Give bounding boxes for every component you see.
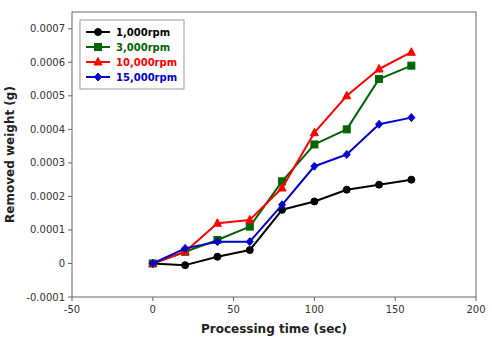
series bbox=[149, 48, 416, 267]
x-tick bbox=[476, 297, 477, 301]
point bbox=[149, 260, 156, 267]
point bbox=[182, 244, 189, 252]
x-axis-label: Processing time (sec) bbox=[201, 322, 347, 336]
x-tick-label: 100 bbox=[305, 304, 324, 315]
legend-marker bbox=[95, 29, 102, 36]
y-tick-label: 0.0003 bbox=[30, 157, 65, 168]
point bbox=[408, 176, 415, 183]
legend-marker bbox=[95, 73, 102, 81]
point bbox=[408, 114, 415, 122]
point bbox=[214, 253, 221, 260]
y-tick bbox=[68, 95, 72, 96]
y-tick bbox=[68, 28, 72, 29]
y-tick-label: 0.0006 bbox=[30, 57, 65, 68]
x-tick-label: 0 bbox=[150, 304, 156, 315]
x-tick-label: 150 bbox=[386, 304, 405, 315]
point bbox=[246, 215, 254, 223]
point bbox=[376, 76, 383, 83]
x-tick bbox=[395, 297, 396, 301]
y-axis-label: Removed weight (g) bbox=[3, 86, 17, 223]
point bbox=[149, 259, 156, 267]
x-tick-label: 200 bbox=[466, 304, 485, 315]
y-tick bbox=[68, 162, 72, 163]
series-line bbox=[153, 118, 412, 264]
point bbox=[246, 223, 253, 230]
series-group bbox=[149, 48, 416, 269]
y-tick bbox=[68, 196, 72, 197]
x-tick bbox=[152, 297, 153, 301]
point bbox=[182, 262, 189, 269]
series-line bbox=[153, 52, 412, 263]
background bbox=[0, 0, 492, 343]
y-tick-label: 0.0002 bbox=[30, 191, 65, 202]
y-tick-label: 0.0007 bbox=[30, 23, 65, 34]
y-tick bbox=[68, 229, 72, 230]
chart: -50 0 50 100 150 200 -0.0001 0 0.0001 0.0002 0.000… bbox=[0, 0, 492, 343]
legend-label: 1,000rpm bbox=[116, 27, 170, 38]
y-tick-label: 0.0004 bbox=[30, 124, 65, 135]
point bbox=[343, 151, 350, 159]
point bbox=[311, 198, 318, 205]
series-line bbox=[153, 180, 412, 266]
point bbox=[310, 128, 318, 136]
legend-box bbox=[80, 20, 184, 89]
legend-label: 3,000rpm bbox=[116, 42, 170, 53]
y-tick bbox=[68, 129, 72, 130]
point bbox=[213, 219, 221, 227]
series bbox=[149, 62, 415, 267]
point bbox=[214, 238, 221, 246]
point bbox=[311, 162, 318, 170]
point bbox=[149, 259, 157, 267]
point bbox=[278, 184, 286, 192]
point bbox=[149, 260, 156, 267]
series bbox=[149, 176, 415, 269]
point bbox=[376, 120, 383, 128]
x-tick bbox=[314, 297, 315, 301]
point bbox=[343, 186, 350, 193]
plot-frame bbox=[72, 12, 476, 297]
y-tick-label: 0.0001 bbox=[30, 224, 65, 235]
point bbox=[343, 126, 350, 133]
y-tick-label: 0 bbox=[59, 258, 65, 269]
y-tick bbox=[68, 62, 72, 63]
point bbox=[375, 65, 383, 73]
legend: 1,000rpm 3,000rpm 10,000rpm 15,000rpm bbox=[80, 20, 184, 89]
legend-marker bbox=[94, 58, 102, 66]
point bbox=[246, 238, 253, 246]
point bbox=[407, 48, 415, 56]
y-tick-label: -0.0001 bbox=[26, 292, 65, 303]
point bbox=[246, 247, 253, 254]
series bbox=[149, 114, 415, 268]
point bbox=[311, 141, 318, 148]
x-tick bbox=[72, 297, 73, 301]
point bbox=[408, 62, 415, 69]
legend-marker bbox=[95, 44, 102, 51]
x-tick-label: 50 bbox=[227, 304, 240, 315]
y-tick bbox=[68, 297, 72, 298]
x-tick bbox=[233, 297, 234, 301]
legend-label: 15,000rpm bbox=[116, 72, 177, 83]
point bbox=[376, 181, 383, 188]
point bbox=[343, 91, 351, 99]
legend-label: 10,000rpm bbox=[116, 57, 177, 68]
x-tick-label: -50 bbox=[64, 304, 80, 315]
y-tick bbox=[68, 263, 72, 264]
series-line bbox=[153, 66, 412, 264]
y-tick-label: 0.0005 bbox=[30, 90, 65, 101]
point bbox=[279, 201, 286, 209]
